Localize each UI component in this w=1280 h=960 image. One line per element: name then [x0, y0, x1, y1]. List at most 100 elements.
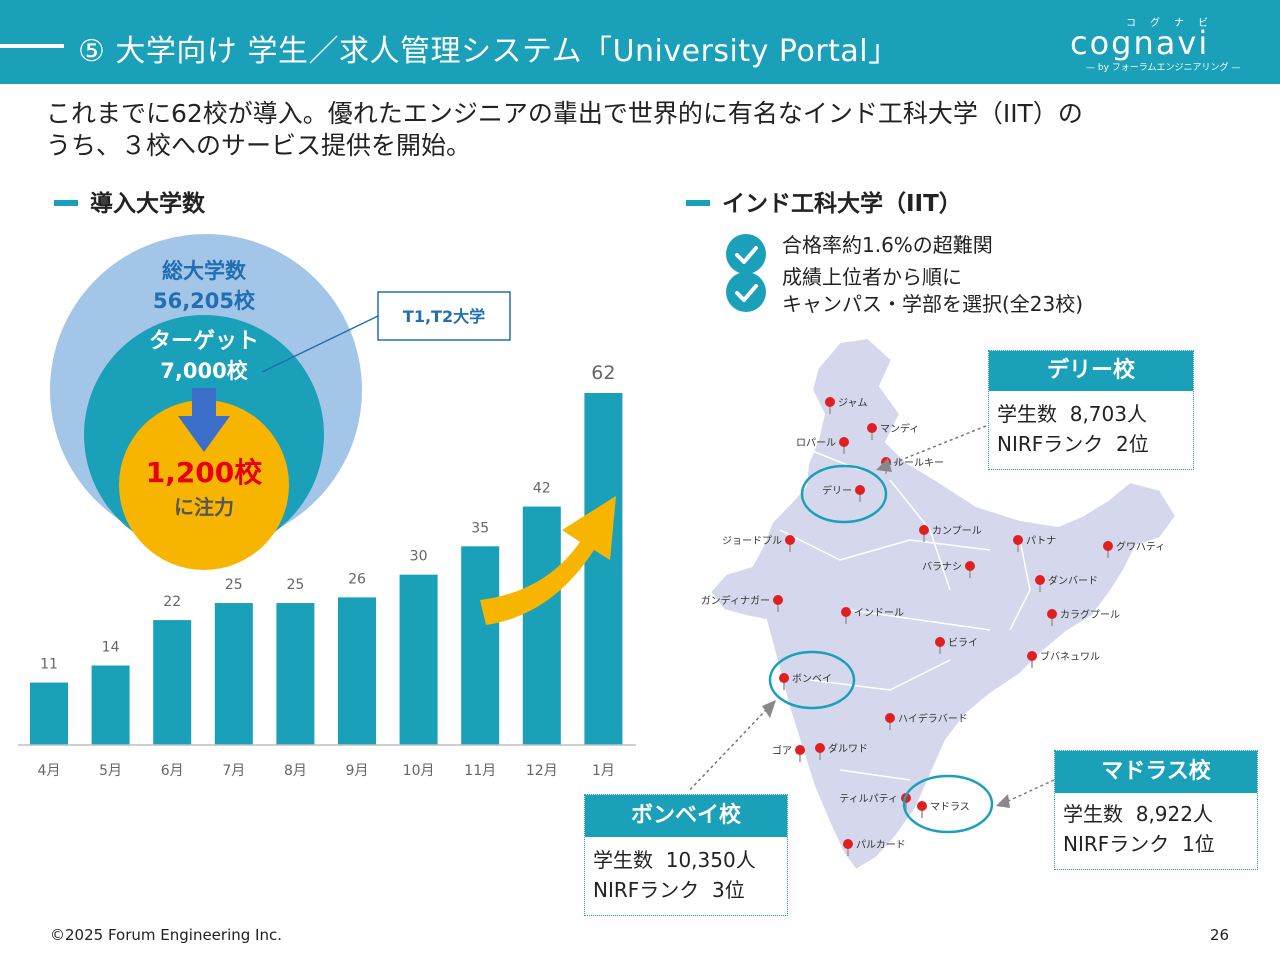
- x-tick-label: 12月: [526, 763, 558, 779]
- map-pin-icon: [825, 397, 835, 414]
- india-map-outline: [708, 336, 1178, 872]
- state-borders: [779, 449, 1031, 781]
- delhi-campus-title: デリー校: [989, 351, 1193, 391]
- bombay-students-row: 学生数 10,350人: [585, 845, 787, 875]
- middle-circle-value: 7,000校: [160, 359, 248, 383]
- map-pin-icon: [885, 713, 895, 730]
- bar-6月: [153, 620, 192, 745]
- map-city-label: マドラス: [930, 801, 970, 813]
- bar-10月: [399, 574, 438, 745]
- outer-circle-value: 56,205校: [153, 289, 256, 313]
- bar-8月: [276, 603, 315, 745]
- bombay-campus-box: ボンベイ校 学生数 10,350人 NIRFランク 3位: [584, 794, 788, 916]
- map-city-label: ハイデラバード: [898, 712, 968, 725]
- bombay-connector: [690, 709, 767, 791]
- x-tick-label: 10月: [403, 763, 435, 779]
- madras-highlight: [902, 774, 994, 834]
- map-pin-icon: [1027, 651, 1037, 668]
- map-pin-icon: [773, 595, 783, 612]
- delhi-students-label: 学生数: [997, 402, 1057, 426]
- lead-text: これまでに62校が導入。優れたエンジニアの輩出で世界的に有名なインド工科大学（I…: [46, 98, 1256, 162]
- map-city-label: グワハティ: [1116, 540, 1165, 553]
- bar-value-label: 25: [225, 577, 243, 593]
- map-city-label: ボンベイ: [792, 673, 832, 685]
- x-tick-label: 6月: [161, 763, 184, 779]
- map-city-label: マンディ: [880, 422, 919, 435]
- delhi-connector-arrow-icon: [876, 458, 892, 472]
- page-title: ⑤ 大学向け 学生／求人管理システム「University Portal」: [78, 34, 899, 69]
- map-city-label: ルールキー: [894, 458, 944, 469]
- map-pin-icon: [1047, 609, 1057, 626]
- bar-12月: [522, 506, 561, 745]
- page-number: 26: [1210, 926, 1230, 944]
- map-city-label: カラグプール: [1060, 608, 1120, 621]
- delhi-rank-label: NIRFランク: [997, 432, 1104, 456]
- bar-value-label: 30: [410, 549, 428, 565]
- check-item-1-text: 合格率約1.6%の超難関: [782, 233, 993, 257]
- map-city-label: パトナ: [1026, 535, 1056, 547]
- bar-1月: [584, 393, 623, 745]
- map-pin-icon: [1013, 535, 1023, 552]
- map-pin-icon: [815, 743, 825, 760]
- madras-students-value: 8,922人: [1135, 802, 1213, 826]
- madras-connector-arrow-icon: [996, 794, 1010, 808]
- inner-circle-value: 1,200校: [146, 456, 264, 489]
- callout-box: [377, 291, 511, 341]
- bar-value-label: 26: [348, 571, 366, 587]
- left-section-heading: 導入大学数: [54, 184, 205, 218]
- bombay-students-label: 学生数: [593, 848, 653, 872]
- map-pin-icon: [795, 745, 805, 762]
- outer-circle-label: 総大学数: [162, 259, 247, 283]
- map-pin-icon: [867, 423, 877, 440]
- check-item-2-line-2: キャンパス・学部を選択(全23校): [782, 292, 1084, 316]
- delhi-campus-box: デリー校 学生数 8,703人 NIRFランク 2位: [988, 350, 1194, 470]
- map-city-label: バラナシ: [922, 561, 962, 573]
- map-city-label: ロパール: [796, 437, 836, 449]
- map-city-label: ブバネュワル: [1040, 650, 1100, 663]
- footer-copyright: ©2025 Forum Engineering Inc.: [50, 926, 282, 944]
- inner-circle: [119, 400, 289, 570]
- map-city-label: カンプール: [932, 525, 982, 537]
- map-pin-icon: [843, 839, 853, 856]
- logo-sub: — by フォーラムエンジニアリング —: [1086, 63, 1241, 73]
- madras-rank-label: NIRFランク: [1063, 832, 1170, 856]
- map-city-label: デリー: [822, 484, 852, 497]
- map-city-label: ダンバード: [1048, 574, 1098, 587]
- map-pin-icon: [839, 437, 849, 454]
- madras-students-label: 学生数: [1063, 802, 1123, 826]
- callout-text: T1,T2大学: [403, 307, 485, 326]
- bar-value-label: 11: [40, 657, 58, 673]
- bar-value-label: 14: [102, 640, 120, 656]
- right-section-heading-text: インド工科大学（IIT）: [722, 191, 962, 217]
- x-tick-label: 4月: [38, 763, 61, 779]
- bar-4月: [30, 682, 68, 745]
- logo-word: cognavi: [1070, 24, 1210, 62]
- bombay-rank-value: 3位: [711, 878, 745, 902]
- left-graphic: 総大学数 56,205校 ターゲット 7,000校 1,200校 に注力 T1,…: [18, 234, 636, 779]
- map-city-label: インドール: [854, 608, 904, 619]
- map-city-label: ダルワド: [828, 742, 868, 755]
- map-pin-icon: [935, 637, 945, 654]
- bar-value-label: 35: [471, 520, 489, 536]
- bombay-highlight: [768, 650, 856, 710]
- map-city-label: ジョードプル: [722, 535, 782, 547]
- x-tick-label: 8月: [284, 763, 307, 779]
- check-item-2-line-1: 成績上位者から順に: [782, 265, 962, 289]
- map-pin-icon: [1103, 541, 1113, 558]
- lead-line-2: うち、３校へのサービス提供を開始。: [46, 131, 472, 160]
- delhi-students-value: 8,703人: [1069, 402, 1147, 426]
- heading-dash-icon: [54, 199, 78, 206]
- delhi-rank-row: NIRFランク 2位: [989, 429, 1193, 459]
- check-circle-icon: [726, 272, 766, 312]
- map-pin-icon: [779, 673, 789, 690]
- bombay-connector-arrow-icon: [762, 700, 776, 718]
- map-city-label: ビライ: [948, 637, 978, 649]
- map-pin-icon: [1035, 575, 1045, 592]
- map-pin-icon: [841, 607, 851, 624]
- map-pin-icon: [785, 535, 795, 552]
- bar-7月: [214, 603, 253, 745]
- map-pin-icon: [855, 485, 865, 502]
- map-city-label: ゴア: [772, 744, 792, 757]
- madras-campus-box: マドラス校 学生数 8,922人 NIRFランク 1位: [1054, 750, 1258, 870]
- left-section-heading-text: 導入大学数: [90, 191, 205, 217]
